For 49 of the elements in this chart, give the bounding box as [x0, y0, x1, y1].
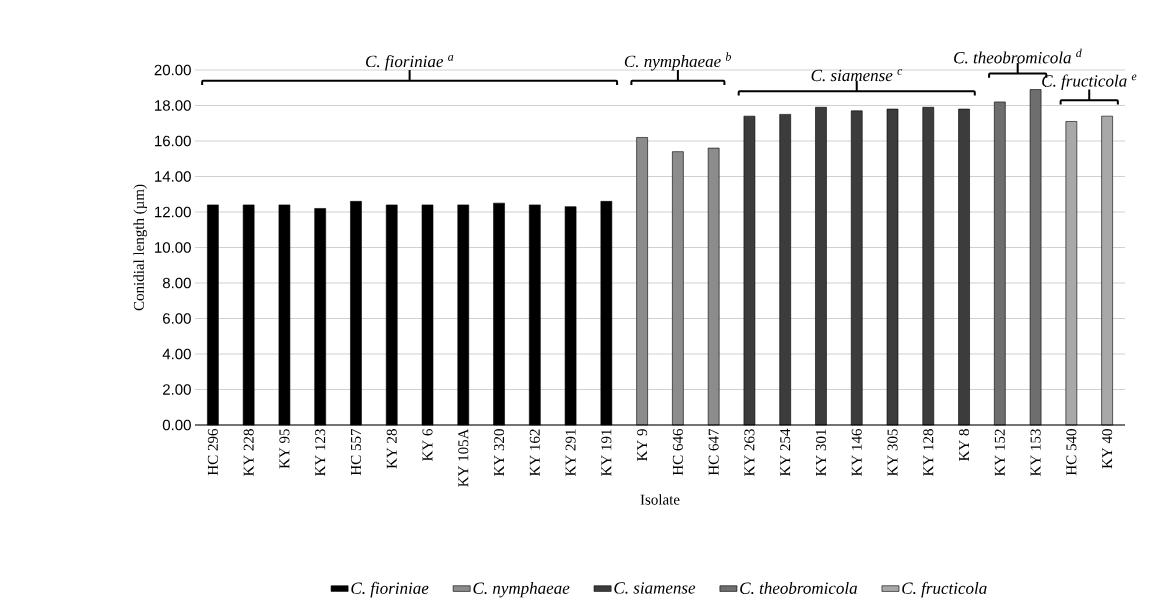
- y-tick-label: 18.00: [155, 100, 191, 111]
- x-tick-label: KY 28: [386, 429, 397, 469]
- y-tick-label: 14.00: [155, 171, 191, 182]
- y-axis-title: Conidial length (µm): [133, 184, 148, 311]
- annotation: C. fioriniae $^{a}$: [366, 54, 454, 71]
- annotation: C. siamense $^{c}$: [811, 69, 903, 82]
- legend-label: C. theobromicola: [740, 581, 857, 594]
- legend-label: C. fructicola: [902, 581, 987, 598]
- y-tick-label: 20.00: [154, 64, 191, 76]
- annotation: C. nymphaeae $^{b}$: [624, 52, 732, 71]
- x-tick-label: KY 9: [637, 429, 648, 462]
- x-tick-label: KY 291: [565, 429, 576, 477]
- x-tick-label: KY 146: [851, 428, 862, 477]
- x-tick-label: KY 105A: [458, 428, 469, 487]
- legend-label: C. siamense: [614, 582, 696, 594]
- legend-label: C. fioriniae: [351, 581, 429, 598]
- x-tick-label: HC 647: [708, 428, 719, 476]
- annotation: C. fructicola $^{e}$: [1042, 74, 1137, 91]
- x-tick-label: KY 263: [744, 429, 755, 477]
- x-tick-label: KY 152: [994, 429, 1005, 477]
- legend-label: C. nymphaeae: [473, 581, 570, 598]
- y-tick-label: 10.00: [155, 242, 191, 253]
- y-tick-label: 4.00: [162, 348, 191, 360]
- x-tick-label: KY 123: [315, 429, 326, 477]
- x-tick-label: KY 128: [923, 429, 934, 477]
- x-tick-label: KY 320: [493, 429, 505, 477]
- x-tick-label: KY 153: [1030, 429, 1041, 477]
- text: C. theobromicola $^{d}$: [954, 48, 1082, 64]
- x-tick-label: HC 557: [350, 428, 361, 476]
- y-tick-label: 2.00: [163, 384, 191, 395]
- x-tick-label: KY 6: [422, 428, 433, 462]
- y-tick-label: 12.00: [155, 206, 191, 218]
- x-tick-label: KY 8: [958, 429, 970, 462]
- x-tick-label: KY 95: [279, 429, 290, 469]
- x-tick-label: KY 162: [529, 429, 540, 477]
- y-tick-label: 0.00: [162, 419, 191, 431]
- x-axis-title: Isolate: [640, 494, 680, 505]
- x-tick-label: KY 301: [815, 429, 827, 477]
- y-tick-label: 16.00: [155, 135, 191, 147]
- y-tick-label: 8.00: [162, 277, 191, 289]
- x-tick-label: KY 228: [243, 429, 254, 477]
- x-tick-label: HC 540: [1066, 429, 1077, 476]
- x-tick-label: KY 305: [887, 429, 898, 477]
- x-tick-label: KY 40: [1102, 429, 1113, 469]
- x-tick-label: KY 191: [601, 429, 612, 477]
- x-tick-label: HC 296: [207, 428, 218, 476]
- x-tick-label: KY 254: [780, 428, 791, 477]
- y-tick-label: 6.00: [163, 313, 191, 324]
- x-tick-label: HC 646: [672, 428, 683, 476]
